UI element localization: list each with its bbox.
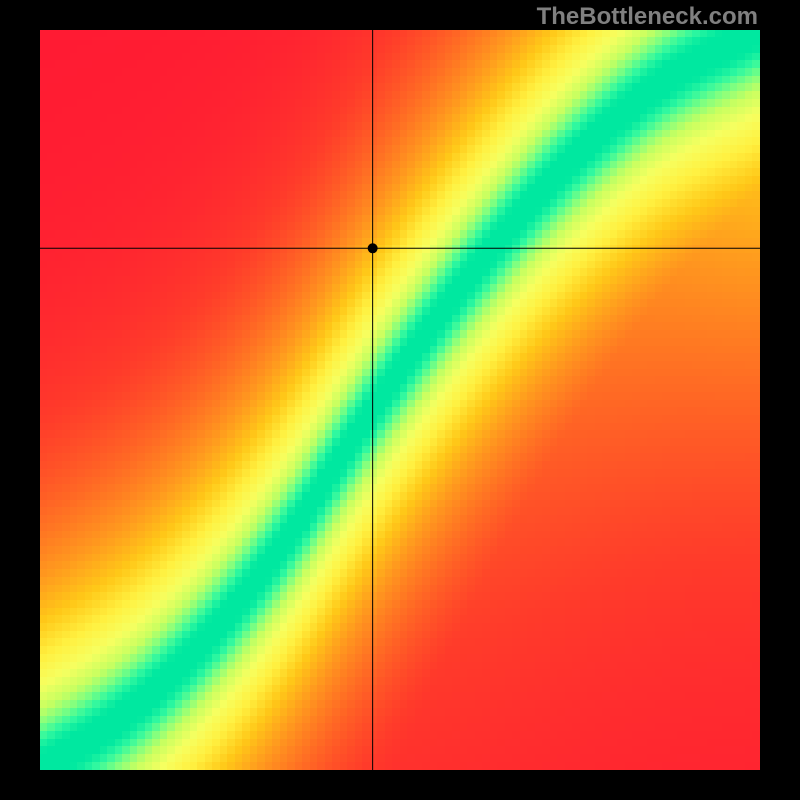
attribution-label: TheBottleneck.com — [537, 3, 758, 31]
chart-container: TheBottleneck.com — [0, 0, 800, 800]
bottleneck-heatmap — [40, 30, 760, 770]
